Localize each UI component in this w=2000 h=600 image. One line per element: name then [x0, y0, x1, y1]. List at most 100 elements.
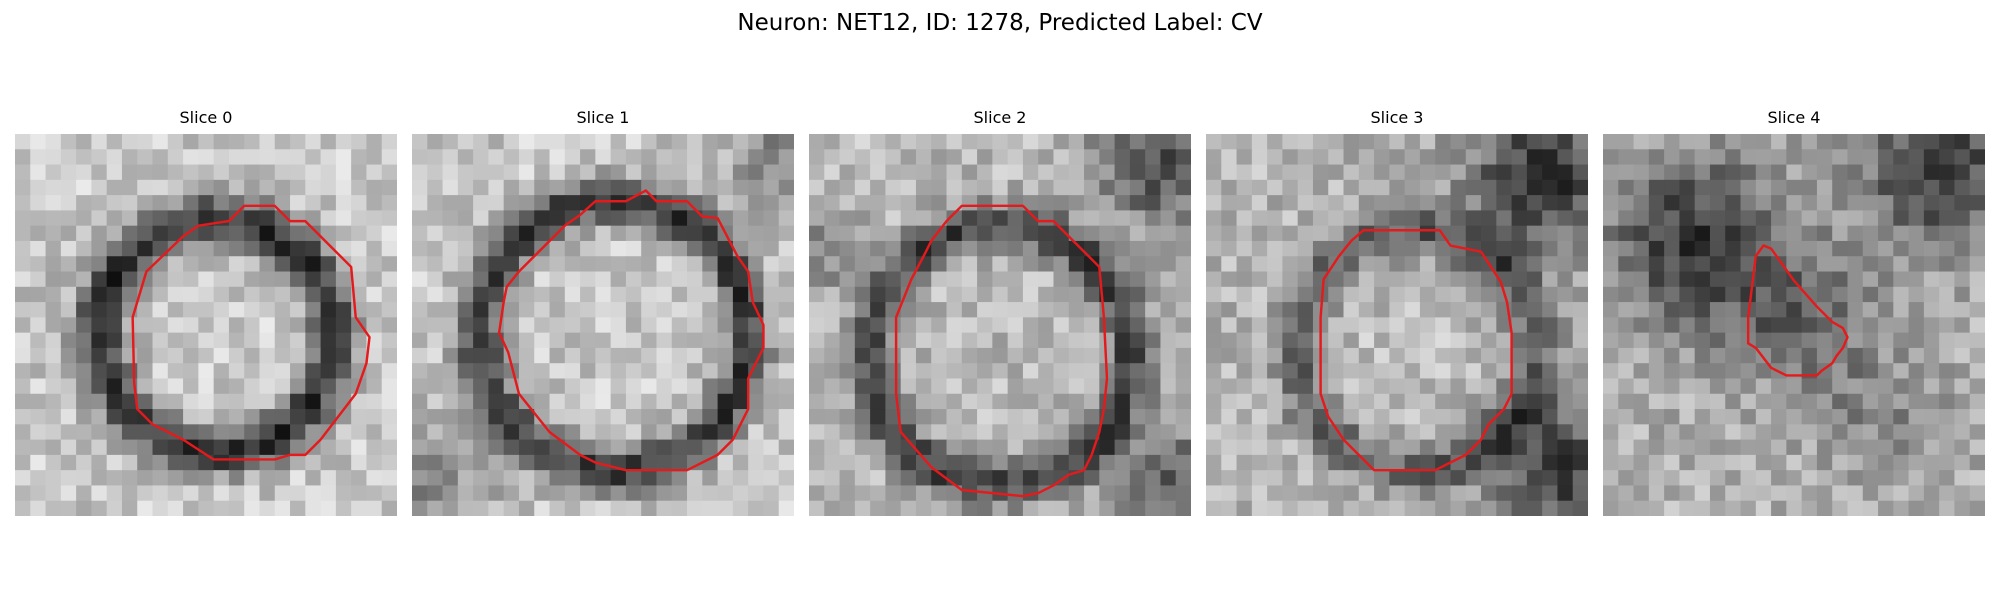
pixel — [1801, 210, 1818, 227]
pixel — [1114, 271, 1131, 288]
pixel — [1832, 363, 1848, 379]
pixel — [1404, 454, 1421, 471]
pixel — [625, 179, 642, 196]
pixel — [1832, 271, 1848, 288]
pixel — [1923, 317, 1940, 334]
pixel — [1878, 439, 1894, 456]
pixel — [1542, 149, 1558, 166]
pixel — [1679, 195, 1696, 211]
pixel — [1160, 302, 1177, 318]
pixel — [167, 317, 184, 334]
pixel — [1251, 225, 1268, 242]
pixel — [992, 378, 1009, 395]
pixel — [1084, 210, 1100, 227]
pixel — [534, 485, 550, 502]
pixel — [45, 317, 62, 334]
pixel — [274, 332, 291, 349]
pixel — [503, 210, 520, 227]
pixel — [427, 286, 444, 303]
pixel — [1679, 317, 1696, 334]
pixel — [1206, 393, 1222, 410]
pixel — [1633, 424, 1650, 441]
pixel — [91, 240, 108, 257]
pixel — [137, 485, 153, 502]
pixel — [1038, 393, 1054, 410]
pixel — [1832, 256, 1848, 272]
pixel — [30, 424, 47, 441]
pixel — [839, 240, 856, 257]
pixel — [748, 225, 764, 242]
pixel — [839, 500, 856, 516]
pixel — [473, 363, 489, 379]
pixel — [1542, 134, 1558, 150]
pixel — [152, 210, 169, 227]
pixel — [900, 378, 917, 395]
pixel — [1236, 164, 1253, 181]
pixel — [1709, 470, 1726, 486]
pixel — [503, 439, 520, 456]
pixel — [228, 149, 245, 166]
pixel — [809, 454, 825, 471]
pixel — [656, 439, 673, 456]
pixel — [412, 347, 428, 364]
pixel — [152, 393, 169, 410]
pixel — [1389, 302, 1406, 318]
pixel — [244, 164, 260, 181]
pixel — [1496, 179, 1513, 196]
pixel — [549, 149, 566, 166]
pixel — [1511, 500, 1528, 516]
pixel — [1954, 210, 1971, 227]
pixel — [1251, 179, 1268, 196]
pixel — [1450, 302, 1467, 318]
pixel — [1618, 286, 1635, 303]
pixel — [198, 179, 215, 196]
pixel — [1068, 134, 1085, 150]
pixel — [1450, 470, 1467, 486]
pixel — [549, 332, 566, 349]
pixel — [931, 317, 947, 334]
pixel — [1481, 149, 1497, 166]
pixel — [900, 500, 917, 516]
pixel — [1114, 347, 1131, 364]
pixel — [1740, 164, 1757, 181]
pixel — [977, 409, 993, 425]
pixel — [1145, 164, 1161, 181]
pixel — [1099, 470, 1116, 486]
pixel — [442, 210, 459, 227]
pixel — [1236, 393, 1253, 410]
pixel — [1297, 271, 1314, 288]
pixel — [518, 225, 535, 242]
pixel — [1251, 393, 1268, 410]
pixel — [870, 363, 886, 379]
pixel — [1648, 439, 1665, 456]
pixel — [183, 485, 199, 502]
pixel — [1603, 240, 1619, 257]
pixel — [1709, 179, 1726, 196]
pixel — [1694, 332, 1711, 349]
pixel — [1038, 240, 1054, 257]
pixel — [946, 378, 963, 395]
pixel — [335, 286, 352, 303]
pixel — [1694, 286, 1711, 303]
pixel — [1175, 332, 1191, 349]
pixel — [1221, 485, 1238, 502]
pixel — [1648, 271, 1665, 288]
pixel — [625, 149, 642, 166]
pixel — [625, 134, 642, 150]
pixel — [381, 302, 397, 318]
pixel — [580, 302, 596, 318]
pixel — [121, 134, 138, 150]
pixel — [1022, 424, 1039, 441]
pixel — [1129, 332, 1146, 349]
pixel — [870, 409, 886, 425]
pixel — [167, 286, 184, 303]
pixel — [1755, 286, 1772, 303]
pixel — [1633, 332, 1650, 349]
pixel — [1297, 409, 1314, 425]
pixel — [1282, 347, 1299, 364]
pixel — [91, 439, 108, 456]
pixel — [1267, 485, 1283, 502]
pixel — [1816, 378, 1833, 395]
pixel — [1572, 271, 1588, 288]
pixel — [1038, 179, 1054, 196]
